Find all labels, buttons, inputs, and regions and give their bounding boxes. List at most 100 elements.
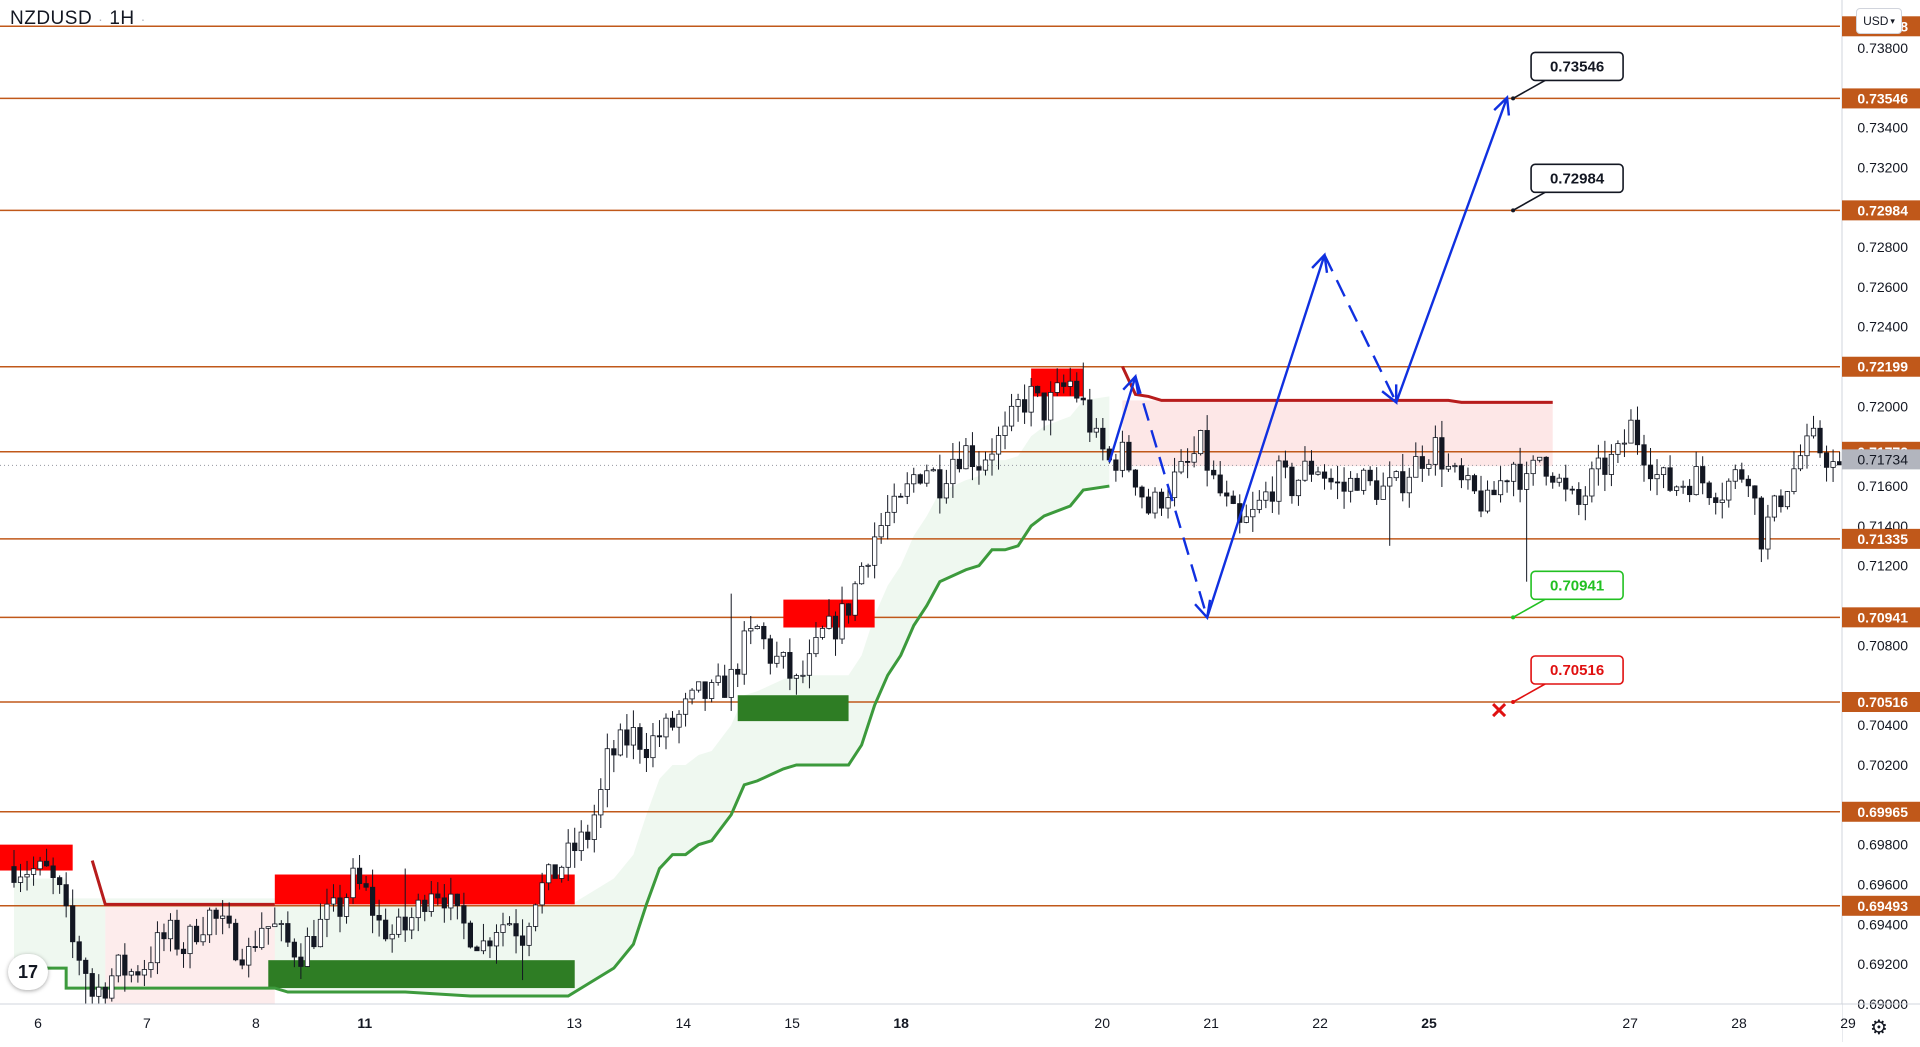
candle	[324, 888, 330, 938]
candle	[1406, 467, 1412, 508]
candle	[748, 616, 754, 645]
candle	[278, 920, 284, 942]
callout-pointer	[1512, 598, 1546, 619]
candle-body	[1022, 399, 1028, 413]
candle	[500, 912, 506, 947]
candle-body	[696, 681, 702, 691]
candle-body	[1484, 489, 1491, 512]
candle-body	[1269, 491, 1275, 502]
symbol-header[interactable]: NZDUSD · 1H ·	[10, 8, 146, 30]
candle	[696, 681, 702, 693]
candle	[115, 954, 121, 983]
candle-body	[800, 674, 806, 677]
candle	[1426, 459, 1432, 476]
candle-body	[1471, 475, 1478, 492]
candle-body	[1061, 382, 1067, 387]
candle-body	[422, 899, 428, 912]
level-tag-label: 0.72984	[1857, 202, 1908, 218]
candle	[122, 943, 128, 992]
candle-body	[1113, 459, 1119, 471]
candle-body	[950, 458, 956, 485]
candle-body	[30, 868, 37, 875]
candle-body	[1035, 385, 1041, 394]
candle	[193, 918, 200, 945]
candle	[1530, 455, 1536, 486]
time-tick-label: 21	[1203, 1015, 1219, 1031]
candle-body	[1817, 427, 1823, 454]
candle-body	[1080, 397, 1086, 401]
candle	[1615, 440, 1621, 463]
candle-body	[11, 866, 17, 883]
candle	[852, 581, 858, 621]
candle	[1445, 453, 1451, 472]
candle-body	[1837, 461, 1843, 466]
candle-body	[1432, 437, 1438, 465]
candle	[415, 893, 421, 932]
candle	[1713, 492, 1719, 515]
price-tick-label: 0.70400	[1857, 717, 1908, 733]
candle	[1361, 468, 1367, 495]
currency-selector[interactable]: USD ▾	[1856, 8, 1902, 34]
candle	[813, 622, 819, 658]
candle-body	[1589, 468, 1595, 497]
candle-body	[291, 941, 297, 958]
candle-body	[1719, 499, 1725, 503]
candle-body	[122, 954, 128, 976]
candle-body	[1100, 427, 1106, 450]
candle	[904, 472, 910, 505]
tradingview-logo[interactable]: 17	[8, 954, 48, 990]
candle-body	[1654, 474, 1660, 480]
candle	[1022, 384, 1028, 424]
candle	[702, 681, 708, 711]
callout-anchor-dot	[1511, 96, 1516, 101]
candle-body	[767, 638, 773, 664]
supply-zone	[0, 844, 73, 871]
candle	[1256, 490, 1262, 514]
gear-icon[interactable]: ⚙	[1870, 1017, 1888, 1039]
candle-body	[487, 940, 493, 947]
candle-body	[1054, 382, 1060, 393]
candle	[1315, 466, 1321, 476]
level-tag-bg	[1842, 88, 1920, 109]
candle	[1217, 461, 1223, 497]
callout-anchor-dot	[1511, 208, 1516, 213]
candle	[839, 586, 845, 644]
candle	[1269, 476, 1275, 513]
candle	[630, 710, 637, 760]
candle	[911, 467, 917, 493]
candle-body	[57, 877, 63, 886]
candle	[598, 778, 604, 828]
candle-body	[1341, 481, 1347, 492]
candle	[604, 733, 610, 808]
candle-body	[1361, 469, 1367, 491]
candle-body	[278, 923, 284, 925]
candle-body	[969, 445, 976, 468]
candle	[135, 965, 141, 983]
candle	[383, 908, 389, 942]
candle-body	[1563, 477, 1569, 490]
candle	[1732, 464, 1738, 490]
level-price-tag: 0.70941	[1842, 607, 1920, 628]
candle-body	[1465, 475, 1471, 481]
candle	[1178, 449, 1184, 475]
level-price-tag: 0.72984	[1842, 200, 1920, 221]
candle-body	[1302, 460, 1308, 481]
time-tick-label: 7	[143, 1015, 151, 1031]
candle-body	[389, 933, 395, 940]
current-price-tag: 0.71734	[1842, 449, 1920, 470]
candle-body	[1191, 453, 1197, 463]
candle-body	[96, 986, 102, 997]
candle	[213, 907, 219, 935]
candle	[1497, 466, 1504, 503]
candle	[1719, 482, 1725, 519]
candle-body	[1119, 441, 1125, 471]
candle	[435, 882, 441, 906]
candle	[1028, 377, 1034, 427]
candle	[1784, 490, 1791, 510]
candle	[800, 660, 806, 684]
candle-body	[513, 923, 519, 937]
candle-body	[1328, 477, 1334, 483]
candle-body	[1445, 465, 1451, 470]
